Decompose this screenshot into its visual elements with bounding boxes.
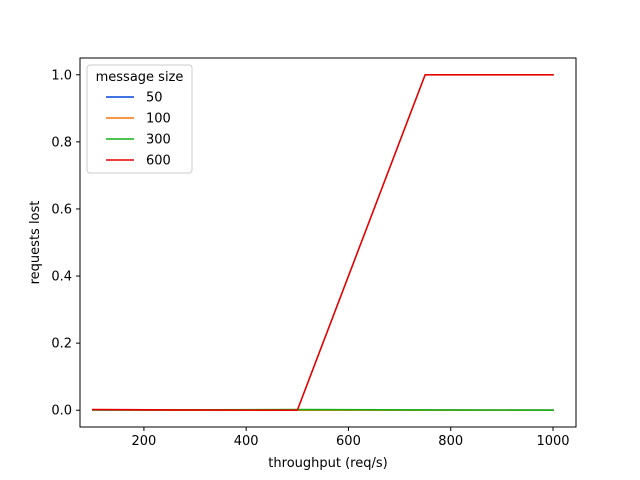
x-tick-label: 200 (132, 434, 157, 449)
x-tick-label: 800 (438, 434, 463, 449)
y-tick-label: 0.2 (51, 337, 72, 352)
legend-label-100: 100 (146, 112, 171, 127)
axes-layer (79, 57, 577, 428)
y-tick-label: 0.4 (51, 270, 72, 285)
legend-label-50: 50 (146, 91, 163, 106)
y-tick-label: 0.6 (51, 202, 72, 217)
axes-frame (79, 57, 577, 428)
x-tick-label: 1000 (536, 434, 569, 449)
y-axis-ticks: 0.0 0.2 0.4 0.6 0.8 1.0 (51, 68, 80, 419)
y-tick-label: 0.8 (51, 135, 72, 150)
x-tick-label: 600 (336, 434, 361, 449)
legend-items: 50 100 300 600 (106, 91, 171, 169)
legend-title: message size (96, 70, 184, 85)
y-axis-title: requests lost (28, 201, 43, 285)
legend-frame (86, 64, 193, 174)
series-layer (91, 73, 554, 412)
y-tick-label: 0.0 (51, 404, 72, 419)
x-tick-label: 400 (234, 434, 259, 449)
legend: message size 50 100 300 600 (86, 64, 193, 174)
x-axis-title: throughput (req/s) (268, 456, 387, 471)
legend-label-300: 300 (146, 133, 171, 148)
legend-label-600: 600 (146, 154, 171, 169)
y-tick-label: 1.0 (51, 68, 72, 83)
x-axis-ticks: 200 400 600 800 1000 (132, 427, 570, 449)
series-line-600 (91, 73, 554, 412)
